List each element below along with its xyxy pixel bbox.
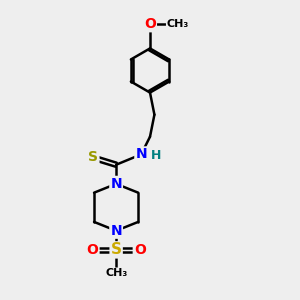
Text: O: O: [87, 243, 98, 257]
Text: N: N: [135, 147, 147, 161]
Text: CH₃: CH₃: [105, 268, 127, 278]
Text: S: S: [88, 150, 98, 164]
Text: O: O: [144, 17, 156, 31]
Text: S: S: [111, 242, 122, 257]
Text: N: N: [110, 224, 122, 238]
Text: O: O: [134, 243, 146, 257]
Text: CH₃: CH₃: [167, 19, 189, 29]
Text: H: H: [151, 149, 162, 162]
Text: N: N: [110, 177, 122, 191]
